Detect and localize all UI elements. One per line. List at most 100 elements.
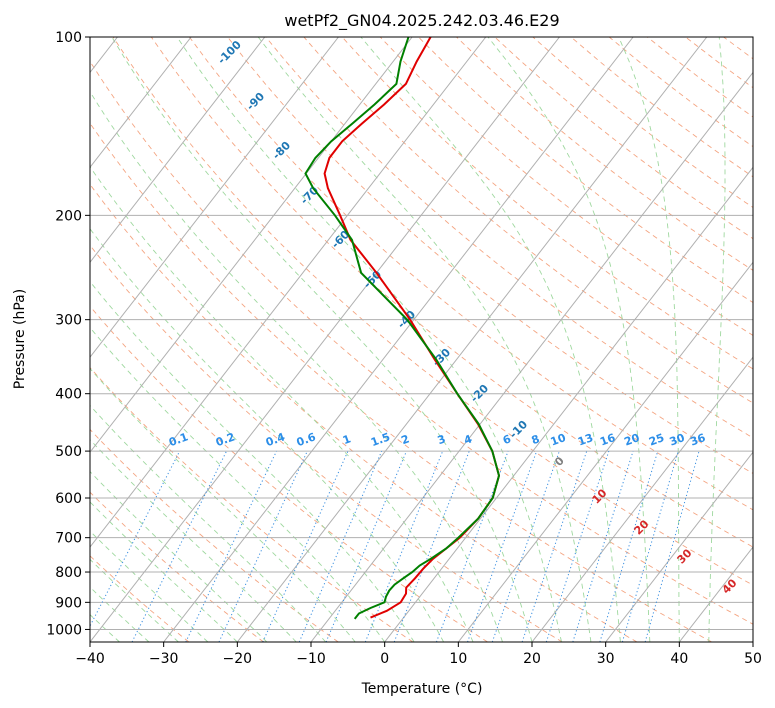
moist-adiabat (360, 37, 621, 642)
mixing-ratio-line (644, 450, 700, 642)
moist-adiabat (90, 228, 444, 642)
x-tick-label: −40 (75, 651, 105, 667)
isohume-label: -10 (507, 418, 530, 441)
dry-adiabat (303, 37, 753, 404)
isohume-label: -90 (244, 90, 267, 113)
mixing-ratio-line (572, 450, 634, 642)
dry-adiabat (90, 428, 339, 642)
moist-adiabat (487, 37, 651, 642)
axis-ticks: −40 −30 −20 −10 0 10 20 30 40 5010020030040050060… (46, 30, 762, 667)
dry-adiabat (90, 491, 264, 642)
moist-adiabat (90, 90, 503, 642)
mixing-ratio-line (467, 450, 538, 642)
x-tick-label: 40 (670, 651, 688, 667)
dry-adiabat (379, 37, 753, 336)
mixing-ratio-label: 3 (436, 432, 448, 447)
line-labels: 0.1 0.2 0.4 0.6 1 1.5 2 3 4 6 8 10 13 16 20 25 30 36-100-… (167, 38, 740, 597)
x-tick-label: 10 (449, 651, 467, 667)
x-tick-label: 20 (523, 651, 541, 667)
x-axis-label: Temperature (°C) (361, 681, 483, 697)
isotherm-line (90, 37, 560, 642)
moist-adiabat (90, 280, 415, 642)
dry-adiabat (90, 555, 190, 642)
mixing-ratio-line (393, 450, 470, 642)
mixing-ratio-line (435, 450, 509, 642)
dry-adiabat (762, 37, 775, 642)
dry-adiabat (90, 183, 638, 642)
plot-frame (89, 36, 754, 643)
y-tick-label: 600 (55, 491, 82, 507)
mixing-ratio-line (262, 450, 349, 642)
dewpoint-trace (304, 37, 501, 620)
isohume-label: -20 (468, 382, 491, 405)
mixing-ratio-label: 4 (462, 432, 474, 447)
mixing-ratio-line (621, 450, 679, 642)
mixing-ratio-label: 10 (549, 431, 568, 449)
chart-title: wetPf2_GN04.2025.242.03.46.E29 (284, 11, 559, 31)
isotherm-line (384, 166, 753, 642)
y-axis-label: Pressure (hPa) (12, 289, 28, 389)
mixing-ratio-label: 0.2 (214, 430, 237, 449)
background-lines (90, 37, 775, 642)
isotherm-line (90, 37, 413, 453)
dry-adiabat (90, 122, 712, 642)
mixing-ratio-label: 6 (501, 432, 513, 447)
mixing-ratio-line (90, 450, 181, 628)
dry-adiabat (90, 367, 414, 642)
x-tick-label: −30 (149, 651, 179, 667)
y-tick-label: 700 (55, 531, 82, 547)
isotherm-line (90, 37, 339, 359)
isotherm-line (605, 451, 753, 642)
y-tick-label: 300 (55, 313, 82, 329)
moist-adiabat (90, 404, 327, 642)
mixing-ratio-line (218, 450, 308, 642)
mixing-ratio-label: 13 (576, 431, 595, 448)
dry-adiabat (150, 37, 753, 548)
mixing-ratio-label: 0.6 (295, 430, 318, 449)
mixing-ratio-line (521, 450, 588, 642)
moist-adiabat (90, 438, 297, 642)
isohume-label: 10 (590, 486, 610, 506)
isotherm-line (90, 37, 192, 169)
isotherm-line (90, 37, 266, 264)
x-tick-label: −20 (223, 651, 253, 667)
dry-adiabat (494, 37, 753, 240)
mixing-ratio-label: 16 (598, 431, 617, 449)
dry-adiabat (112, 37, 753, 586)
isohume-label: -100 (215, 38, 244, 67)
data-traces (304, 37, 501, 620)
mixing-ratio-line (325, 450, 407, 642)
mixing-ratio-label: 20 (622, 431, 641, 449)
y-tick-label: 1000 (46, 622, 82, 638)
dry-adiabat (456, 37, 753, 271)
x-tick-label: 0 (380, 651, 389, 667)
mixing-ratio-line (298, 450, 383, 642)
mixing-ratio-line (545, 450, 610, 642)
dry-adiabat (90, 244, 563, 642)
dry-adiabat (532, 37, 753, 208)
x-tick-label: 30 (597, 651, 615, 667)
moist-adiabat (257, 37, 592, 642)
y-tick-label: 500 (55, 444, 82, 460)
mixing-ratio-label: 25 (647, 431, 666, 448)
y-tick-label: 200 (55, 208, 82, 224)
moist-adiabat (90, 470, 268, 642)
isotherm-line (752, 641, 753, 642)
moist-adiabat (90, 165, 474, 642)
y-tick-label: 800 (55, 565, 82, 581)
dry-adiabat (685, 37, 753, 89)
y-tick-label: 100 (55, 30, 82, 46)
mixing-ratio-line (131, 450, 227, 642)
dry-adiabat (90, 305, 488, 642)
dry-adiabat (227, 37, 753, 474)
isohume-label: 20 (632, 517, 652, 537)
isohume-label: -80 (270, 139, 293, 162)
dry-adiabat (418, 37, 753, 304)
x-tick-label: −10 (296, 651, 326, 667)
moist-adiabat (111, 37, 533, 642)
moist-adiabat (90, 326, 386, 642)
moist-adiabat (618, 37, 680, 642)
mixing-ratio-label: 1 (341, 432, 353, 447)
mixing-ratio-label: 1.5 (369, 430, 392, 449)
